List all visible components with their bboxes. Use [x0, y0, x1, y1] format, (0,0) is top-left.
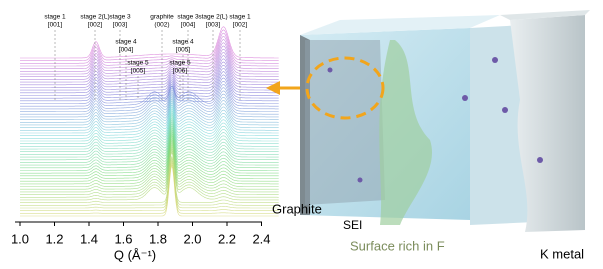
x-label: Q (Å⁻¹) [114, 247, 156, 262]
peak-label: [002] [233, 22, 248, 29]
surface-label: Surface rich in F [350, 238, 445, 253]
peak-label: [005] [131, 68, 146, 75]
figure: Q (Å⁻¹) Graphite SEI Surface rich in F K… [0, 0, 603, 264]
peak-label: stage 2(L) [198, 14, 227, 21]
sei-label: SEI [343, 218, 362, 232]
peak-label: [004] [119, 47, 134, 54]
peak-label: stage 5 [169, 60, 191, 67]
peak-label: [001] [48, 22, 63, 29]
x-tick-label: 1.8 [149, 231, 167, 246]
peak-label: stage 3 [177, 14, 199, 21]
x-tick-label: 1.2 [45, 231, 63, 246]
graphite-label: Graphite [272, 201, 322, 216]
peak-label: [002] [88, 22, 103, 29]
x-tick-label: 1.4 [80, 231, 98, 246]
x-tick-label: 2.0 [183, 231, 201, 246]
peak-label: (002) [154, 22, 169, 29]
peak-label: stage 4 [115, 39, 137, 46]
illustration [300, 10, 590, 232]
peak-label: [003] [206, 22, 221, 29]
peak-label: [005] [176, 47, 191, 54]
pattern-curve [20, 134, 279, 174]
x-tick-label: 2.4 [252, 231, 270, 246]
peak-label: stage 2(L) [80, 14, 109, 21]
peak-label: graphite [150, 14, 174, 21]
pattern-curve [20, 111, 279, 141]
x-tick-label: 1.6 [114, 231, 132, 246]
x-tick-label: 1.0 [11, 231, 29, 246]
peak-label: [003] [113, 22, 128, 29]
pattern-curve [20, 166, 279, 216]
x-tick-label: 2.2 [218, 231, 236, 246]
peak-label: stage 5 [127, 60, 149, 67]
peak-label: [006] [173, 68, 188, 75]
k-metal-label: K metal [540, 246, 584, 261]
peak-label: stage 1 [44, 14, 66, 21]
pattern-curve [20, 109, 279, 139]
peak-label: [004] [181, 22, 196, 29]
pattern-curve [20, 68, 279, 92]
peak-label: stage 1 [229, 14, 251, 21]
peak-label: stage 3 [109, 14, 131, 21]
pattern-curve [20, 158, 279, 205]
peak-label: stage 4 [172, 39, 194, 46]
